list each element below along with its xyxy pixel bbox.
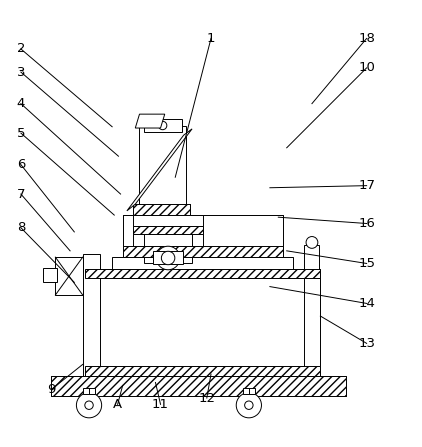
Circle shape — [76, 392, 102, 418]
Circle shape — [156, 246, 180, 270]
Bar — [133, 227, 203, 234]
Bar — [123, 215, 282, 257]
Circle shape — [245, 401, 253, 409]
Bar — [133, 204, 190, 215]
Text: 2: 2 — [16, 42, 25, 55]
Bar — [112, 257, 293, 269]
Circle shape — [306, 236, 318, 249]
Circle shape — [236, 392, 262, 418]
Bar — [144, 119, 181, 132]
Text: 12: 12 — [198, 392, 215, 405]
Text: 4: 4 — [17, 97, 25, 110]
Bar — [303, 270, 320, 376]
Text: 17: 17 — [358, 179, 375, 192]
Text: 5: 5 — [16, 127, 25, 139]
Bar — [51, 376, 346, 396]
Bar — [243, 388, 255, 394]
Text: 8: 8 — [17, 221, 25, 234]
Text: 15: 15 — [358, 257, 375, 270]
Text: 10: 10 — [358, 61, 375, 74]
Text: 11: 11 — [152, 398, 169, 411]
Text: 18: 18 — [358, 32, 375, 45]
Bar — [85, 366, 320, 376]
Bar — [85, 269, 320, 278]
Polygon shape — [135, 114, 165, 128]
Text: 13: 13 — [358, 337, 375, 350]
Text: 9: 9 — [47, 383, 55, 396]
Bar — [55, 257, 83, 295]
Bar — [123, 246, 282, 257]
Bar — [150, 246, 186, 253]
Bar — [85, 269, 320, 376]
Text: 7: 7 — [16, 188, 25, 201]
Bar — [51, 376, 346, 396]
Bar — [144, 253, 192, 263]
Text: 14: 14 — [358, 297, 375, 310]
Text: 16: 16 — [358, 217, 375, 230]
Bar — [144, 234, 192, 246]
Text: 3: 3 — [16, 66, 25, 79]
Bar — [83, 388, 95, 394]
Bar — [85, 366, 320, 376]
Bar — [133, 227, 203, 234]
Circle shape — [85, 401, 93, 409]
Bar — [43, 268, 57, 283]
Bar — [83, 254, 100, 376]
Circle shape — [161, 251, 175, 265]
Text: 1: 1 — [207, 32, 215, 45]
Bar — [123, 215, 282, 257]
Bar — [85, 269, 320, 278]
Bar — [304, 245, 319, 278]
Bar — [133, 204, 190, 215]
Bar — [140, 127, 186, 204]
Circle shape — [158, 121, 167, 130]
Polygon shape — [127, 129, 192, 211]
Bar — [153, 251, 183, 264]
Bar — [133, 204, 190, 215]
Bar — [133, 215, 203, 246]
Text: 6: 6 — [17, 158, 25, 171]
Text: A: A — [113, 398, 122, 411]
